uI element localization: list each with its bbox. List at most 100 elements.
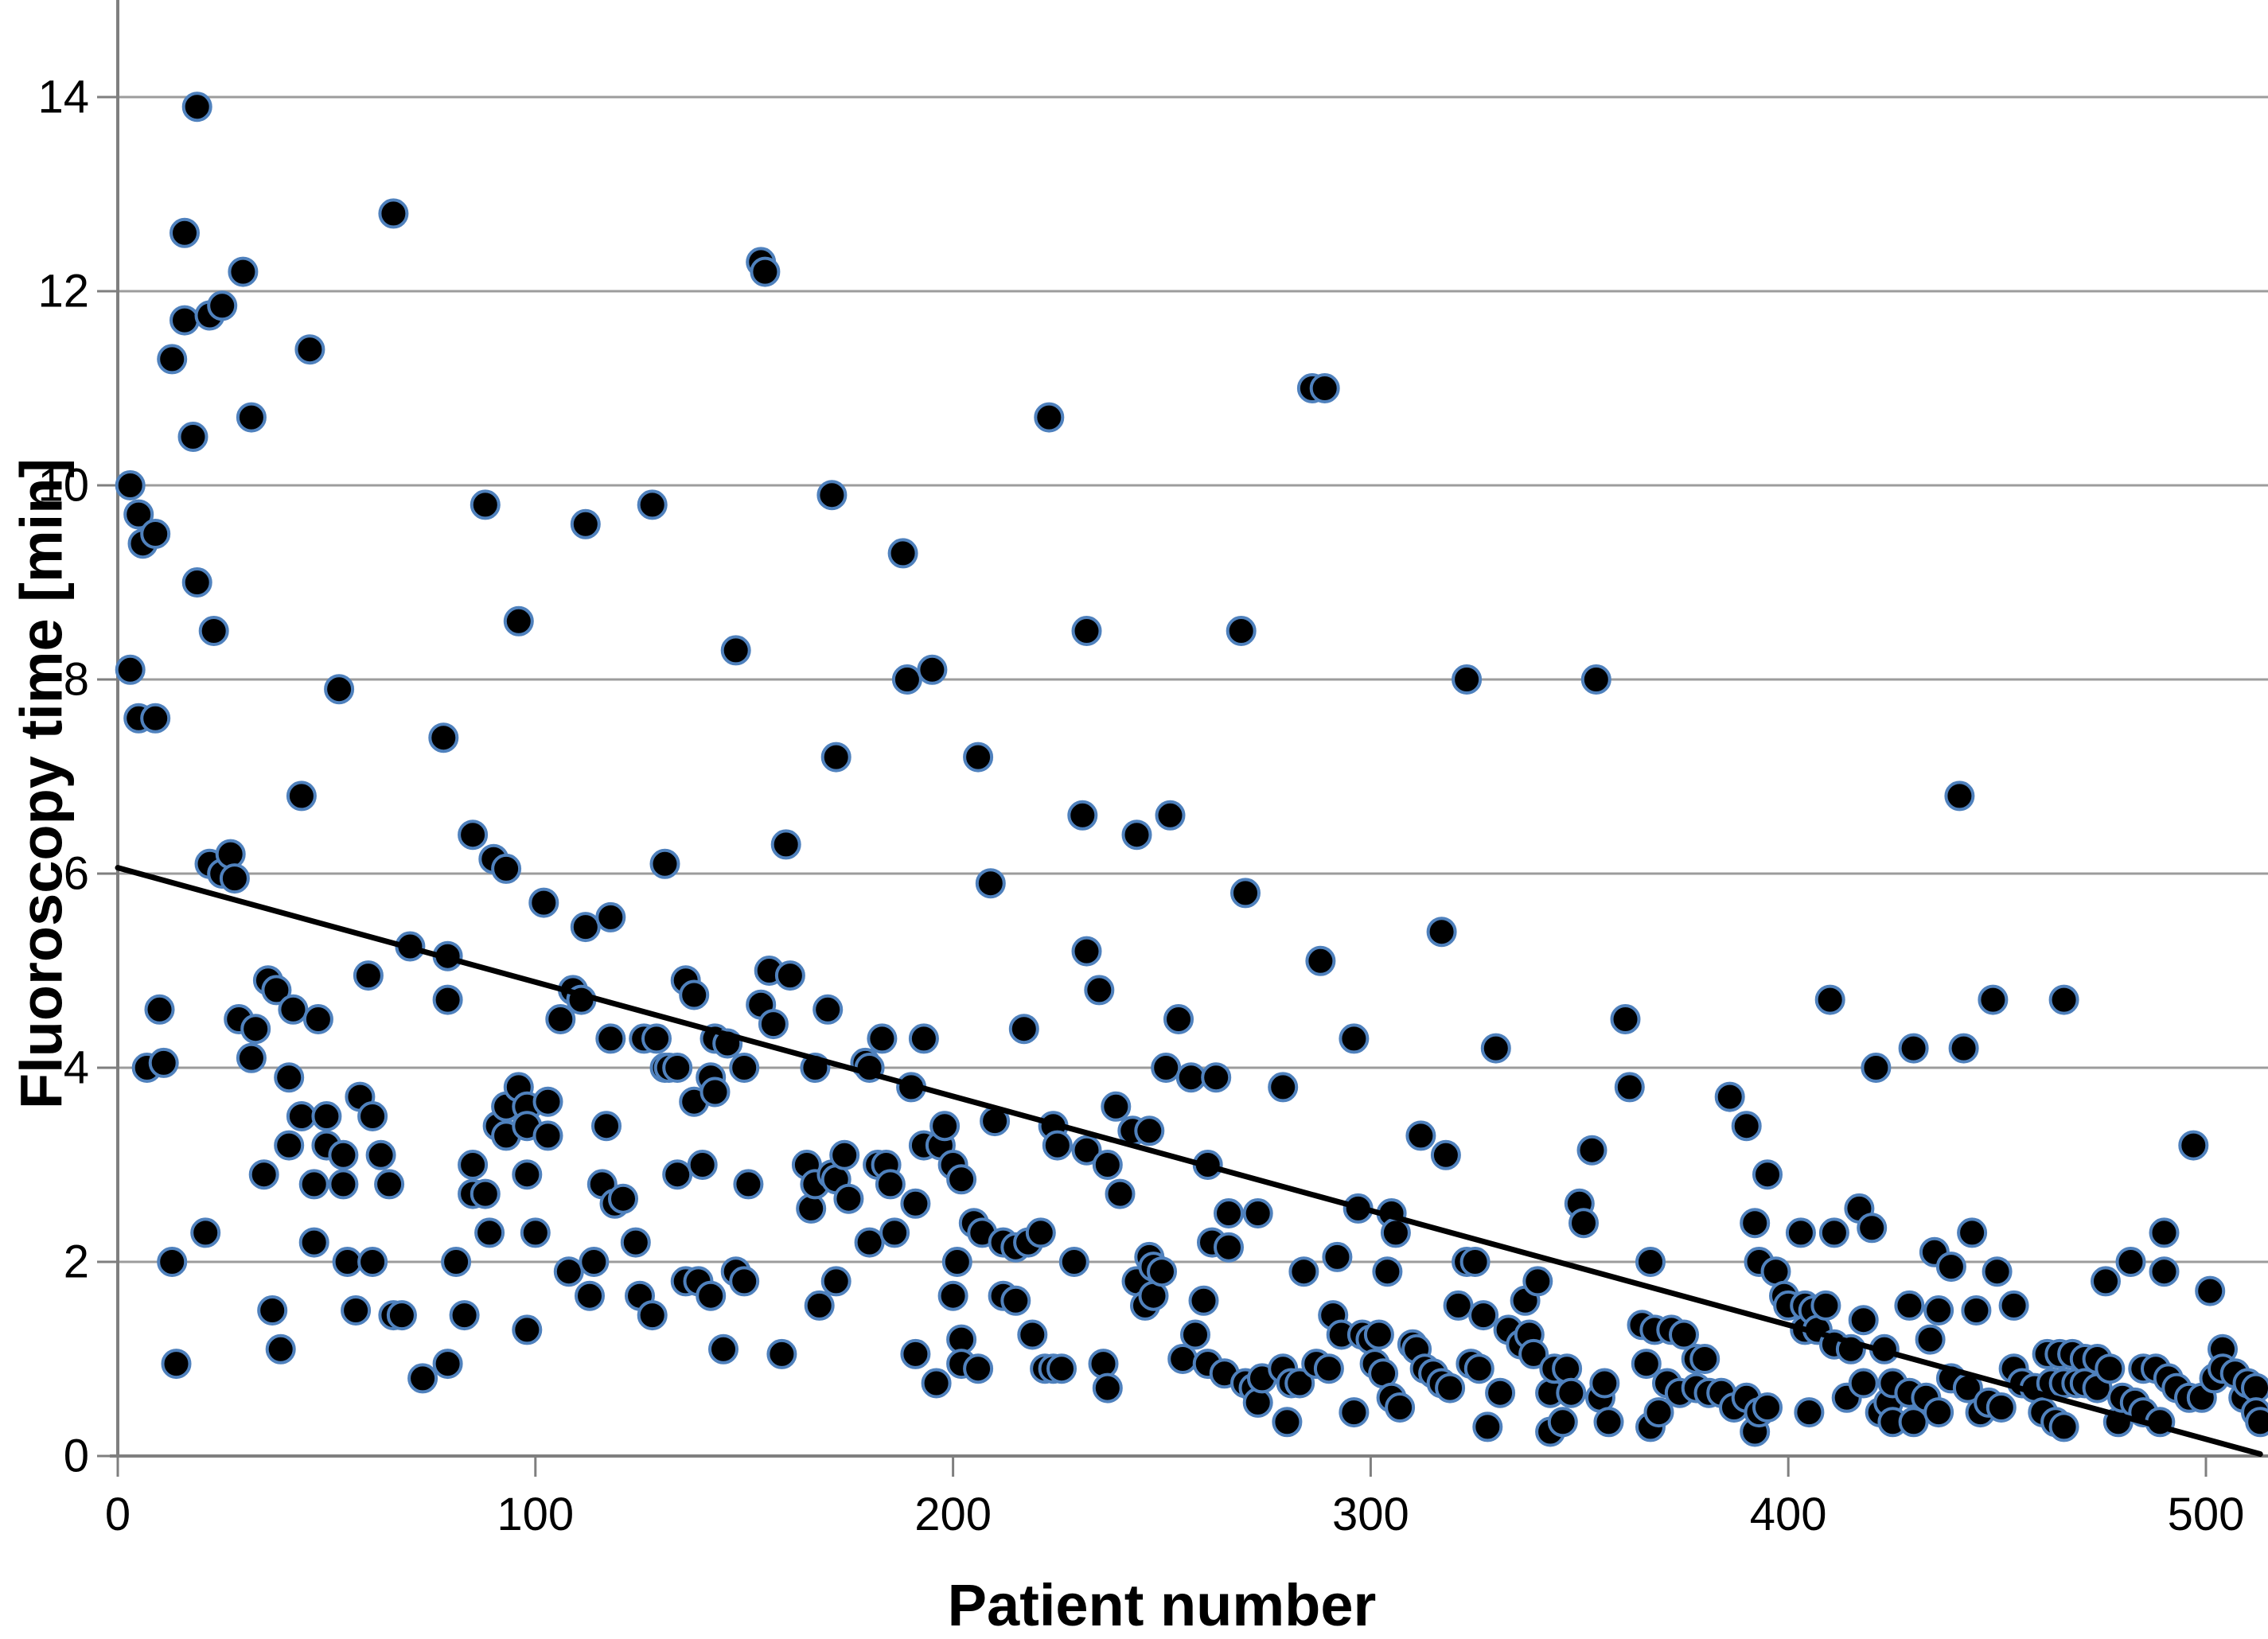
data-point: [332, 1247, 363, 1277]
data-point: [474, 1217, 505, 1248]
data-point: [1201, 1062, 1232, 1093]
data-point: [278, 994, 309, 1025]
data-point: [432, 1349, 463, 1380]
data-point: [1459, 1247, 1491, 1277]
data-point: [2149, 1256, 2180, 1287]
data-point: [1305, 945, 1336, 976]
data-point: [1944, 781, 1975, 812]
data-point: [1339, 1023, 1370, 1054]
data-point: [796, 1193, 827, 1224]
data-point: [2095, 1353, 2126, 1384]
data-point: [491, 853, 522, 884]
data-point: [1480, 1033, 1511, 1064]
data-point: [1175, 1062, 1206, 1093]
data-point: [1576, 1135, 1607, 1166]
data-point: [1985, 1392, 2017, 1423]
data-point: [1268, 1072, 1299, 1103]
data-point: [2048, 984, 2079, 1015]
data-point: [123, 499, 154, 530]
y-tick-label-2: 2: [63, 1236, 89, 1288]
data-point: [1593, 1407, 1624, 1438]
data-point: [1092, 1150, 1123, 1180]
data-point: [144, 994, 175, 1025]
data-point: [432, 984, 463, 1015]
data-point: [324, 674, 355, 705]
data-point: [595, 1023, 626, 1054]
data-point: [1935, 1252, 1966, 1283]
data-point: [1017, 1319, 1048, 1350]
data-point: [1569, 1208, 1599, 1239]
data-point: [148, 1047, 179, 1078]
data-point: [854, 1227, 885, 1258]
data-point: [458, 1150, 489, 1180]
data-point: [1614, 1072, 1645, 1103]
data-point: [1556, 1377, 1587, 1408]
data-point: [503, 605, 534, 637]
data-point: [1071, 616, 1102, 646]
data-point: [1848, 1368, 1879, 1399]
data-point: [236, 402, 267, 433]
data-point: [458, 820, 489, 851]
data-point: [1452, 664, 1483, 695]
data-point: [900, 1188, 931, 1219]
data-point: [2048, 1411, 2079, 1442]
data-point: [570, 912, 601, 943]
data-point: [833, 1183, 864, 1214]
data-point: [512, 1314, 543, 1345]
data-point: [1214, 1198, 1244, 1228]
data-point: [274, 1062, 305, 1093]
data-point: [2115, 1247, 2146, 1277]
y-tick-label-8: 8: [63, 653, 89, 706]
data-point: [875, 1169, 906, 1200]
data-point: [1961, 1295, 1992, 1326]
x-tick-label-0: 0: [104, 1489, 131, 1540]
data-point: [1485, 1377, 1516, 1408]
x-tick-label-500: 500: [2167, 1489, 2245, 1540]
data-point: [1518, 1338, 1549, 1369]
data-point: [1998, 1290, 2029, 1321]
data-point: [608, 1183, 638, 1214]
data-point: [1380, 1217, 1411, 1248]
data-point: [248, 1159, 279, 1190]
data-point: [407, 1363, 438, 1394]
data-point: [620, 1227, 651, 1258]
trend-line: [115, 865, 2263, 1458]
data-point: [1134, 1115, 1165, 1147]
data-point: [1088, 1349, 1119, 1380]
y-tick-label-4: 4: [63, 1041, 89, 1094]
data-point: [1631, 1349, 1662, 1380]
data-point: [1242, 1387, 1273, 1418]
data-point: [228, 256, 259, 287]
data-point: [1025, 1217, 1056, 1248]
data-point: [257, 1295, 288, 1326]
data-point: [1430, 1139, 1461, 1170]
data-point: [470, 1178, 501, 1209]
data-point: [441, 1247, 472, 1277]
data-point: [1046, 1353, 1077, 1384]
data-point: [879, 1217, 910, 1248]
data-point: [2091, 1266, 2121, 1297]
data-point: [553, 1256, 584, 1287]
data-point: [963, 742, 994, 773]
tick-marks: [97, 95, 2208, 1477]
data-point: [328, 1139, 359, 1170]
data-point: [1610, 1004, 1641, 1034]
data-point: [1121, 820, 1152, 851]
x-tick-label-200: 200: [914, 1489, 992, 1540]
data-point: [357, 1247, 388, 1277]
data-point: [1071, 936, 1102, 967]
data-point: [662, 1053, 693, 1083]
data-point: [641, 1023, 672, 1054]
data-point: [1635, 1247, 1666, 1277]
data-point: [1580, 664, 1611, 695]
data-point: [198, 616, 229, 646]
data-point: [161, 1349, 192, 1380]
data-point: [637, 489, 668, 520]
data-point: [699, 1076, 731, 1108]
trend-line-segment: [115, 865, 2263, 1458]
data-point: [1309, 373, 1340, 403]
data-point: [1155, 800, 1186, 831]
data-point: [570, 508, 601, 539]
data-point: [829, 1139, 860, 1170]
data-point: [750, 256, 781, 287]
